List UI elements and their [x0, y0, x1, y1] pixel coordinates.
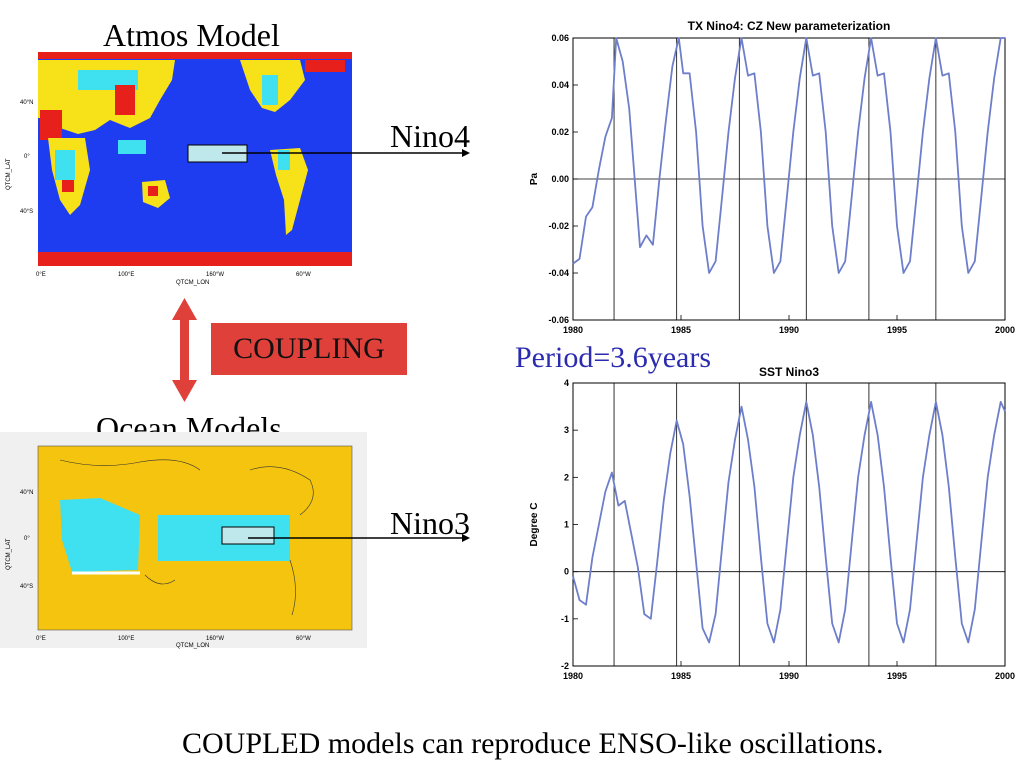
y-tick-label: -0.04: [548, 268, 569, 278]
svg-text:40°N: 40°N: [20, 490, 33, 496]
x-tick-label: 1985: [671, 671, 691, 681]
nino4-label: Nino4: [390, 118, 470, 154]
svg-text:40°N: 40°N: [20, 100, 33, 106]
svg-text:0°: 0°: [24, 536, 30, 542]
y-tick-label: 1: [564, 520, 569, 530]
y-axis-label: Degree C: [529, 503, 540, 547]
ocean-models-title: Ocean Models: [96, 410, 282, 446]
caption: COUPLED models can reproduce ENSO-like o…: [182, 727, 884, 760]
x-tick-label: 2000: [995, 325, 1015, 335]
chart-title: TX Nino4: CZ New parameterization: [688, 19, 891, 33]
x-tick-label: 1980: [563, 671, 583, 681]
svg-text:0°E: 0°E: [36, 272, 46, 278]
y-tick-label: 0.04: [551, 80, 569, 90]
y-tick-label: 0: [564, 567, 569, 577]
y-tick-label: -0.06: [548, 315, 569, 325]
y-axis-label: Pa: [529, 172, 540, 185]
plot-frame: [572, 382, 1006, 667]
y-tick-label: 0.00: [551, 174, 569, 184]
svg-text:0°: 0°: [24, 154, 30, 160]
y-tick-label: 3: [564, 425, 569, 435]
x-tick-label: 1980: [563, 325, 583, 335]
x-tick-label: 2000: [995, 671, 1015, 681]
svg-text:40°S: 40°S: [20, 584, 33, 590]
svg-text:QTCM_LAT: QTCM_LAT: [6, 158, 12, 190]
y-tick-label: 0.02: [551, 127, 569, 137]
chart-title: SST Nino3: [759, 365, 819, 379]
y-tick-label: -1: [561, 614, 569, 624]
svg-text:160°W: 160°W: [206, 636, 224, 642]
x-tick-label: 1995: [887, 325, 907, 335]
svg-text:QTCM_LON: QTCM_LON: [176, 280, 209, 286]
coupling-box: COUPLING: [211, 323, 407, 375]
svg-text:QTCM_LAT: QTCM_LAT: [6, 538, 12, 570]
svg-text:60°W: 60°W: [296, 272, 311, 278]
y-tick-label: -0.02: [548, 221, 569, 231]
period-label: Period=3.6years: [515, 341, 712, 374]
x-tick-label: 1995: [887, 671, 907, 681]
y-tick-label: 4: [564, 378, 569, 388]
y-tick-label: -2: [561, 661, 569, 671]
nino3-label: Nino3: [390, 505, 470, 541]
x-tick-label: 1990: [779, 325, 799, 335]
atmos-model-title: Atmos Model: [103, 17, 280, 53]
svg-text:0°E: 0°E: [36, 636, 46, 642]
y-tick-label: 2: [564, 472, 569, 482]
x-tick-label: 1990: [779, 671, 799, 681]
svg-text:100°E: 100°E: [118, 636, 134, 642]
series-line: [572, 400, 1006, 644]
svg-text:160°W: 160°W: [206, 272, 224, 278]
svg-text:40°S: 40°S: [20, 209, 33, 215]
y-tick-label: 0.06: [551, 33, 569, 43]
svg-text:60°W: 60°W: [296, 636, 311, 642]
plot-frame: [572, 37, 1006, 321]
svg-text:QTCM_LON: QTCM_LON: [176, 643, 209, 649]
series-line: [572, 37, 1005, 274]
x-tick-label: 1985: [671, 325, 691, 335]
svg-text:100°E: 100°E: [118, 272, 134, 278]
